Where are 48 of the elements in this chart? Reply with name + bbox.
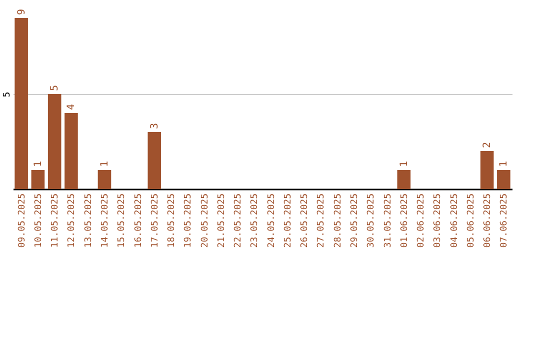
bar xyxy=(31,170,45,189)
bar xyxy=(497,170,510,189)
x-tick-label: 15.05.2025 xyxy=(117,194,128,248)
x-tick-label: 02.06.2025 xyxy=(416,194,427,248)
x-tick-label: 17.05.2025 xyxy=(150,194,160,248)
x-tick-label: 25.05.2025 xyxy=(283,194,294,248)
x-tick-label: 24.05.2025 xyxy=(266,194,277,248)
x-tick-label: 28.05.2025 xyxy=(333,194,344,248)
bar xyxy=(98,170,112,189)
x-tick-label: 12.05.2025 xyxy=(67,194,78,248)
data-label: 1 xyxy=(398,160,410,167)
x-tick-label: 09.05.2025 xyxy=(17,194,28,248)
x-tick-label: 30.05.2025 xyxy=(366,194,377,248)
x-tick-label: 31.05.2025 xyxy=(383,194,394,248)
x-tick-label: 22.05.2025 xyxy=(234,194,244,248)
x-tick-label: 13.05.2025 xyxy=(84,194,94,248)
data-label: 1 xyxy=(99,160,110,167)
bar xyxy=(480,151,494,189)
x-tick-label: 29.05.2025 xyxy=(350,194,360,248)
x-tick-label: 19.05.2025 xyxy=(184,194,194,248)
data-label: 2 xyxy=(482,142,494,148)
data-label: 5 xyxy=(50,84,61,91)
bar xyxy=(64,113,78,189)
bar xyxy=(14,18,28,189)
x-tick-label: 10.05.2025 xyxy=(34,194,44,248)
x-tick-label: 03.06.2025 xyxy=(433,194,444,248)
x-tick-label: 21.05.2025 xyxy=(216,194,227,248)
x-tick-label: 07.06.2025 xyxy=(500,194,510,248)
x-tick-label: 18.05.2025 xyxy=(167,194,178,248)
data-label: 1 xyxy=(498,160,510,167)
x-tick-label: 27.05.2025 xyxy=(316,194,327,248)
bar xyxy=(48,94,62,189)
bar xyxy=(397,170,411,189)
data-label: 3 xyxy=(149,122,160,129)
x-tick-label: 11.05.2025 xyxy=(50,194,61,248)
x-tick-label: 06.06.2025 xyxy=(483,194,494,248)
bar xyxy=(148,132,162,189)
x-tick-label: 05.06.2025 xyxy=(466,194,476,248)
x-tick-label: 23.05.2025 xyxy=(250,194,260,248)
data-label: 1 xyxy=(32,160,44,167)
x-tick-label: 20.05.2025 xyxy=(200,194,210,248)
x-tick-label: 01.06.2025 xyxy=(400,194,410,248)
data-label: 4 xyxy=(66,104,78,110)
x-tick-label: 04.06.2025 xyxy=(450,194,460,248)
x-tick-label: 26.05.2025 xyxy=(300,194,310,248)
x-tick-label: 14.05.2025 xyxy=(100,194,110,248)
data-label: 9 xyxy=(16,8,28,15)
x-tick-label: 16.05.2025 xyxy=(134,194,144,248)
